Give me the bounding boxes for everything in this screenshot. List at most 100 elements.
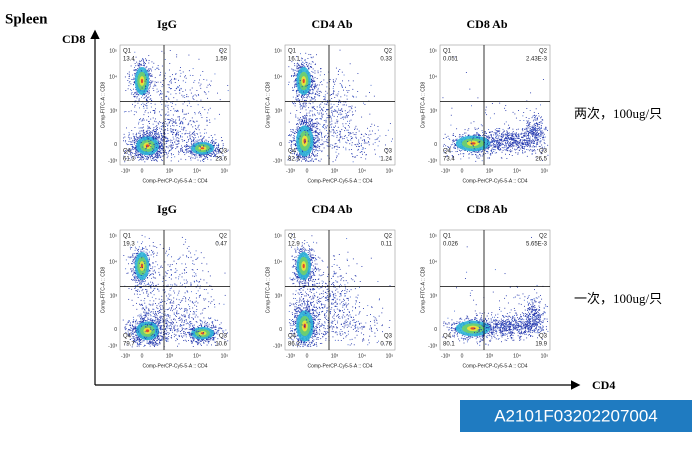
event-dot — [191, 106, 192, 107]
event-dot — [141, 130, 142, 131]
event-dot — [136, 133, 137, 134]
event-dot — [321, 134, 322, 135]
event-dot — [175, 134, 176, 135]
event-dot — [165, 129, 166, 130]
event-dot — [347, 140, 348, 141]
event-dot — [338, 74, 339, 75]
event-dot — [158, 151, 159, 152]
event-dot — [189, 132, 190, 133]
event-dot — [145, 140, 146, 141]
event-dot — [157, 139, 158, 140]
event-dot — [361, 134, 362, 135]
event-dot — [172, 134, 173, 135]
event-dot — [159, 152, 160, 153]
event-dot — [317, 122, 318, 123]
event-dot — [165, 73, 166, 74]
event-dot — [364, 104, 365, 105]
event-dot — [128, 88, 129, 89]
event-dot — [150, 86, 151, 87]
event-dot — [132, 146, 133, 147]
event-dot — [293, 103, 294, 104]
event-dot — [320, 71, 321, 72]
event-dot — [292, 141, 293, 142]
event-dot — [180, 148, 181, 149]
event-dot — [337, 111, 338, 112]
event-dot — [310, 103, 311, 104]
event-dot — [204, 154, 205, 155]
event-dot — [302, 107, 303, 108]
event-dot — [321, 92, 322, 93]
event-dot — [300, 106, 301, 107]
event-dot — [195, 154, 196, 155]
event-dot — [312, 151, 313, 152]
event-dot — [308, 107, 309, 108]
event-dot — [153, 135, 154, 136]
event-dot — [455, 140, 456, 141]
event-dot — [156, 155, 157, 156]
event-dot — [305, 60, 306, 61]
event-dot — [309, 113, 310, 114]
event-dot — [337, 132, 338, 133]
event-dot — [197, 127, 198, 128]
event-dot — [292, 129, 293, 130]
event-dot — [299, 102, 300, 103]
event-dot — [322, 117, 323, 118]
event-dot — [338, 147, 339, 148]
event-dot — [151, 83, 152, 84]
event-dot — [372, 131, 373, 132]
event-dot — [315, 159, 316, 160]
event-dot — [297, 96, 298, 97]
event-dot — [183, 152, 184, 153]
event-dot — [191, 124, 192, 125]
event-dot — [211, 148, 212, 149]
event-dot — [132, 153, 133, 154]
event-dot — [178, 140, 179, 141]
event-dot — [482, 130, 483, 131]
event-dot — [314, 88, 315, 89]
event-dot — [165, 138, 166, 139]
event-dot — [148, 116, 149, 117]
event-dot — [153, 118, 154, 119]
event-dot — [153, 139, 154, 140]
event-dot — [162, 86, 163, 87]
event-dot — [132, 144, 133, 145]
event-dot — [174, 121, 175, 122]
event-dot — [321, 133, 322, 134]
event-dot — [193, 82, 194, 83]
event-dot — [347, 112, 348, 113]
event-dot — [332, 145, 333, 146]
event-dot — [153, 138, 154, 139]
event-dot — [172, 74, 173, 75]
event-dot — [134, 79, 135, 80]
event-dot — [195, 128, 196, 129]
event-dot — [170, 145, 171, 146]
event-dot — [334, 97, 335, 98]
event-dot — [323, 96, 324, 97]
event-dot — [156, 134, 157, 135]
event-dot — [147, 126, 148, 127]
quadrant-name: Q2 — [384, 49, 393, 55]
event-dot — [156, 121, 157, 122]
event-dot — [179, 90, 180, 91]
event-dot — [135, 93, 136, 94]
event-dot — [212, 154, 213, 155]
event-dot — [319, 91, 320, 92]
event-dot — [178, 132, 179, 133]
quadrant-percent: 0.33 — [380, 57, 392, 63]
event-dot — [128, 144, 129, 145]
event-dot — [291, 131, 292, 132]
event-dot — [147, 91, 148, 92]
event-dot — [298, 99, 299, 100]
event-dot — [305, 62, 306, 63]
event-dot — [146, 146, 147, 147]
event-dot — [158, 69, 159, 70]
event-dot — [312, 129, 313, 130]
event-dot — [164, 130, 165, 131]
event-dot — [147, 128, 148, 129]
event-dot — [358, 144, 359, 145]
event-dot — [296, 129, 297, 130]
event-dot — [192, 126, 193, 127]
y-axis-label: Comp-FITC-A :: CD8 — [265, 82, 271, 129]
event-dot — [294, 139, 295, 140]
event-dot — [319, 132, 320, 133]
